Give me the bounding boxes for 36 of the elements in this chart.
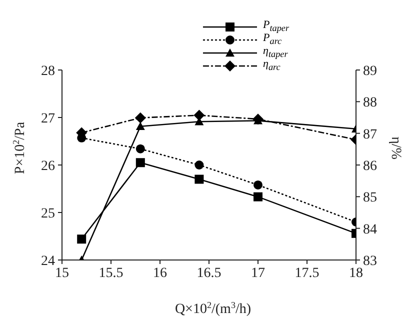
y2-tick-label: 84 xyxy=(363,222,377,238)
point xyxy=(134,112,146,124)
x-tick-label: 16 xyxy=(153,266,167,281)
point xyxy=(254,192,262,202)
x-tick-label: 17 xyxy=(251,266,265,281)
point xyxy=(194,110,205,121)
legend-label: η$_{taper}$ xyxy=(263,45,288,60)
x-tick-label: 15.5 xyxy=(98,266,124,281)
point xyxy=(252,114,264,125)
y-tick-label: 27 xyxy=(41,111,55,126)
x-tick-label: 15 xyxy=(55,266,69,281)
y2-tick-label: 85 xyxy=(363,190,377,206)
y2-tick-label: 87 xyxy=(363,127,377,142)
point xyxy=(136,144,145,154)
legend-label: η$_{arc}$ xyxy=(263,58,280,73)
point xyxy=(194,174,204,184)
y-tick-label: 26 xyxy=(41,158,55,174)
y-tick-label: 25 xyxy=(41,206,55,222)
point xyxy=(136,122,145,130)
point xyxy=(77,234,86,244)
y-tick-label: 28 xyxy=(41,64,55,79)
x-tick-label: 17.5 xyxy=(294,266,320,281)
point xyxy=(194,160,204,170)
x-axis-title: Q×10$^{2}$/(m$^{3}$/h) xyxy=(174,300,252,317)
y2-tick-label: 86 xyxy=(363,158,377,174)
x-tick-label: 16.5 xyxy=(196,266,222,281)
y2-tick-label: 88 xyxy=(363,96,377,111)
y2-tick-label: 89 xyxy=(363,64,377,79)
y2-axis-title: η/% xyxy=(388,136,403,160)
x-tick-label: 18 xyxy=(349,266,363,281)
legend-label: P$_{taper}$ xyxy=(263,19,290,34)
point xyxy=(254,180,262,190)
y-tick-label: 24 xyxy=(41,254,55,269)
legend-label: P$_{arc}$ xyxy=(263,32,282,47)
y2-tick-label: 83 xyxy=(363,254,377,269)
point xyxy=(136,158,145,168)
